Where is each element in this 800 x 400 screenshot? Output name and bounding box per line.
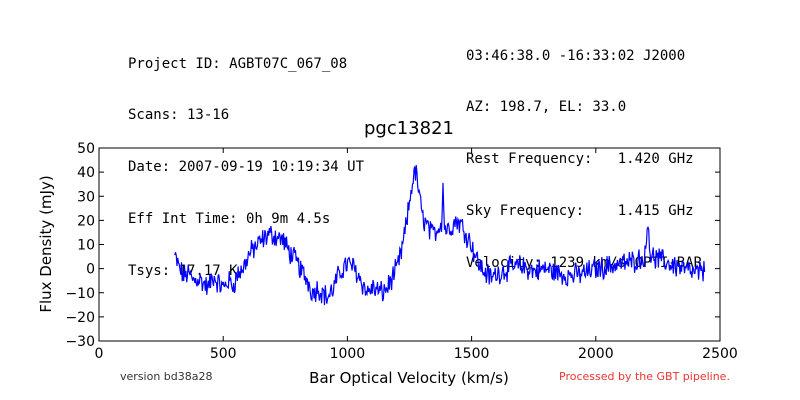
- y-tick-label: 40: [77, 165, 95, 181]
- y-axis-label: Flux Density (mJy): [37, 175, 55, 312]
- y-tick-label: −10: [65, 286, 95, 302]
- pipeline-note: Processed by the GBT pipeline.: [559, 370, 730, 383]
- x-tick-label: 0: [95, 346, 104, 362]
- y-tick-label: 0: [86, 262, 95, 278]
- y-axis-ticks: −30 −20 −10 0 10 20 30 40 50: [65, 141, 720, 350]
- eff-int-time-line: Eff Int Time: 0h 9m 4.5s: [128, 211, 331, 228]
- y-tick-label: −20: [65, 310, 95, 326]
- series-line-spectrum: [174, 165, 706, 306]
- version-note: version bd38a28: [120, 370, 213, 383]
- rest-frequency-line: Rest Frequency: 1.420 GHz: [466, 151, 694, 168]
- y-tick-label: −30: [65, 334, 95, 350]
- coordinates-line: 03:46:38.0 -16:33:02 J2000: [466, 47, 686, 64]
- x-axis-ticks: 0 500 1000 1500 2000 2500: [95, 148, 738, 362]
- az-el-line: AZ: 198.7, EL: 33.0: [466, 99, 627, 116]
- x-tick-label: 2500: [702, 346, 738, 362]
- y-tick-label: 50: [77, 141, 95, 157]
- sky-frequency-line: Sky Frequency: 1.415 GHz: [466, 203, 694, 220]
- x-tick-label: 1000: [330, 346, 366, 362]
- y-tick-label: 20: [77, 213, 95, 229]
- header-left-info: Project ID: AGBT07C_067_08 Scans: 13-16 …: [128, 21, 364, 298]
- x-tick-label: 500: [210, 346, 237, 362]
- x-tick-label: 1500: [454, 346, 490, 362]
- y-tick-label: 10: [77, 238, 95, 254]
- date-line: Date: 2007-09-19 10:19:34 UT: [128, 159, 365, 176]
- x-tick-label: 2000: [578, 346, 614, 362]
- project-id-line: Project ID: AGBT07C_067_08: [128, 55, 348, 72]
- plot-frame: [98, 147, 721, 342]
- x-axis-label: Bar Optical Velocity (km/s): [309, 369, 509, 387]
- chart-title: pgc13821: [364, 118, 454, 139]
- scans-line: Scans: 13-16: [128, 107, 230, 124]
- y-tick-label: 30: [77, 189, 95, 205]
